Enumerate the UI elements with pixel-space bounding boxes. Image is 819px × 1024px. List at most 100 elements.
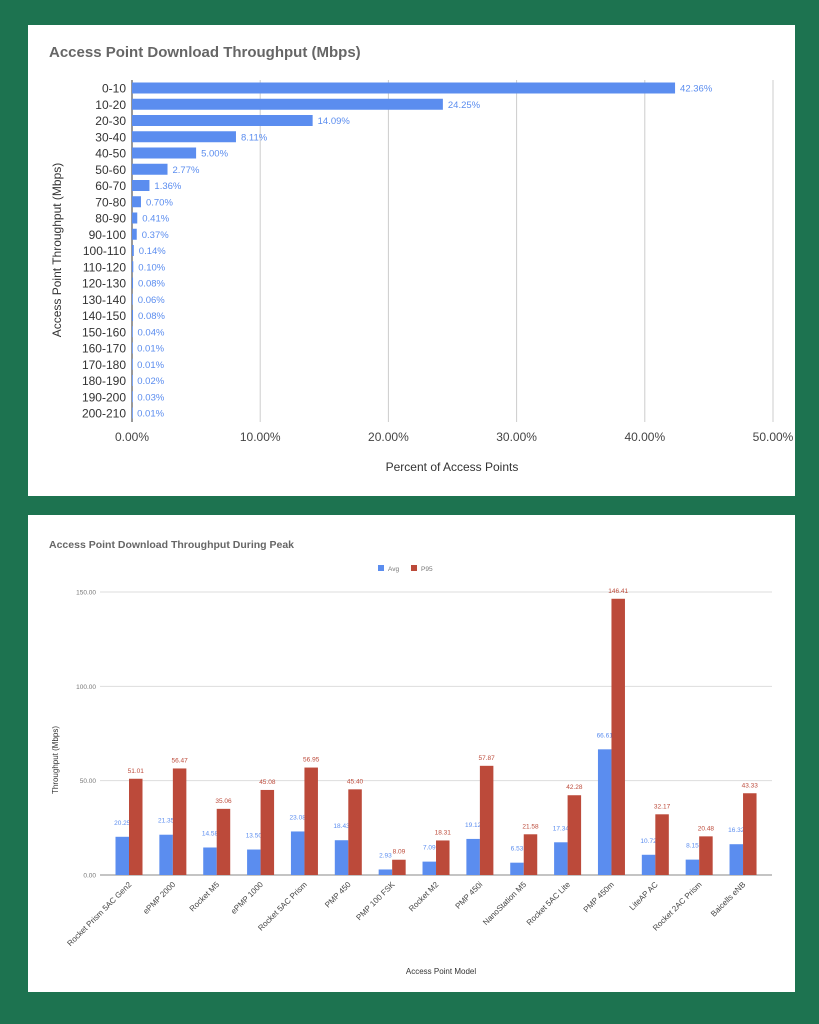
y-axis-title: Throughput (Mbps)	[51, 726, 60, 794]
x-tick-label: PMP 450i	[454, 880, 485, 911]
data-label: 0.04%	[138, 327, 165, 338]
data-label: 6.53	[511, 846, 524, 853]
y-tick-label: 0.00	[83, 873, 96, 880]
y-tick-label: 180-190	[82, 374, 126, 388]
y-tick-label: 50-60	[95, 163, 126, 177]
data-label: 51.01	[128, 768, 145, 775]
legend-label: Avg	[388, 566, 399, 573]
data-label: 32.17	[654, 803, 671, 810]
x-tick-label: Rocket M5	[188, 880, 222, 914]
data-label: 16.32	[728, 827, 745, 834]
bar	[132, 196, 141, 208]
data-label: 7.09	[423, 845, 436, 852]
data-label: 5.00%	[201, 149, 228, 160]
x-tick-label: Rocket Prism 5AC Gen2	[65, 880, 133, 948]
data-label: 21.58	[522, 823, 539, 830]
data-label: 42.36%	[680, 84, 713, 95]
y-tick-label: 190-200	[82, 390, 126, 404]
data-label: 20.25	[114, 820, 131, 827]
data-label: 14.09%	[318, 116, 351, 127]
y-tick-label: 80-90	[95, 212, 126, 226]
bar	[132, 375, 133, 386]
data-label: 8.15	[686, 843, 699, 850]
bar-avg	[554, 842, 568, 875]
x-tick-label: Rocket 2AC Prism	[651, 880, 704, 933]
x-tick-label: LiteAP AC	[628, 880, 660, 912]
bar-p95	[348, 789, 362, 875]
bar-avg	[510, 862, 524, 875]
bar	[132, 180, 150, 191]
y-tick-label: 170-180	[82, 358, 126, 372]
bar	[132, 82, 676, 94]
data-label: 0.41%	[142, 214, 169, 225]
bar-p95	[129, 778, 143, 875]
data-label: 0.03%	[137, 392, 164, 403]
data-label: 57.87	[478, 755, 495, 762]
x-tick-label: Rocket 5AC Lite	[525, 880, 573, 928]
data-label: 0.08%	[138, 311, 165, 322]
data-label: 56.95	[303, 757, 320, 764]
data-label: 18.43	[333, 823, 350, 830]
y-tick-label: 40-50	[95, 147, 126, 161]
data-label: 23.08	[290, 814, 307, 821]
peak-throughput-chart: Access Point Download Throughput During …	[49, 539, 772, 976]
bar	[132, 293, 133, 305]
bar-avg	[159, 834, 173, 875]
y-tick-label: 50.00	[80, 778, 97, 785]
data-label: 8.09	[393, 849, 406, 856]
bar-p95	[611, 598, 625, 875]
legend-swatch-p95	[411, 565, 417, 571]
data-label: 0.14%	[139, 246, 166, 257]
data-label: 146.41	[608, 588, 628, 595]
bar-p95	[216, 808, 231, 875]
bar-avg	[685, 859, 700, 875]
bar-avg	[597, 749, 612, 875]
x-tick-label: 0.00%	[115, 430, 149, 444]
data-label: 42.28	[566, 784, 583, 791]
data-label: 21.35	[158, 818, 175, 825]
data-label: 0.06%	[138, 295, 165, 306]
data-label: 66.61	[597, 732, 614, 739]
bar	[132, 342, 133, 354]
data-label: 0.70%	[146, 197, 173, 208]
y-tick-label: 120-130	[82, 277, 126, 291]
x-tick-label: 10.00%	[240, 430, 281, 444]
peak-throughput-card: Access Point Download Throughput During …	[28, 515, 795, 992]
x-axis-title: Access Point Model	[406, 967, 476, 976]
y-tick-label: 0-10	[102, 82, 126, 96]
bar-p95	[260, 789, 275, 875]
legend-swatch-avg	[378, 565, 384, 571]
y-tick-label: 140-150	[82, 309, 126, 323]
y-tick-label: 150.00	[76, 590, 96, 597]
y-tick-label: 110-120	[83, 260, 126, 274]
bar-p95	[392, 859, 406, 875]
x-tick-label: 50.00%	[753, 430, 794, 444]
data-label: 1.36%	[154, 181, 181, 192]
data-label: 35.06	[215, 798, 232, 805]
data-label: 24.25%	[448, 100, 481, 111]
y-tick-label: 130-140	[82, 293, 126, 307]
bar-p95	[743, 793, 757, 875]
histogram-card: Access Point Download Throughput (Mbps) 0…	[28, 25, 795, 496]
bar	[132, 277, 134, 289]
bar-p95	[479, 765, 494, 875]
bar	[132, 310, 134, 321]
bar-p95	[436, 840, 450, 875]
data-label: 14.58	[202, 830, 219, 837]
data-label: 0.01%	[137, 344, 164, 355]
bar	[132, 407, 133, 419]
bar-avg	[203, 847, 217, 875]
y-tick-label: 200-210	[82, 407, 126, 421]
bar	[132, 163, 168, 175]
data-label: 56.47	[171, 757, 188, 764]
y-tick-label: 30-40	[95, 130, 126, 144]
bar-avg	[729, 844, 744, 875]
x-tick-label: PMP 450	[323, 880, 353, 910]
bar	[132, 245, 134, 256]
x-tick-label: 40.00%	[624, 430, 665, 444]
data-label: 0.01%	[137, 360, 164, 371]
x-tick-label: NanoStation M5	[481, 880, 528, 927]
chart-title: Access Point Download Throughput During …	[49, 539, 294, 551]
y-tick-label: 160-170	[82, 342, 126, 356]
data-label: 43.33	[742, 782, 759, 789]
